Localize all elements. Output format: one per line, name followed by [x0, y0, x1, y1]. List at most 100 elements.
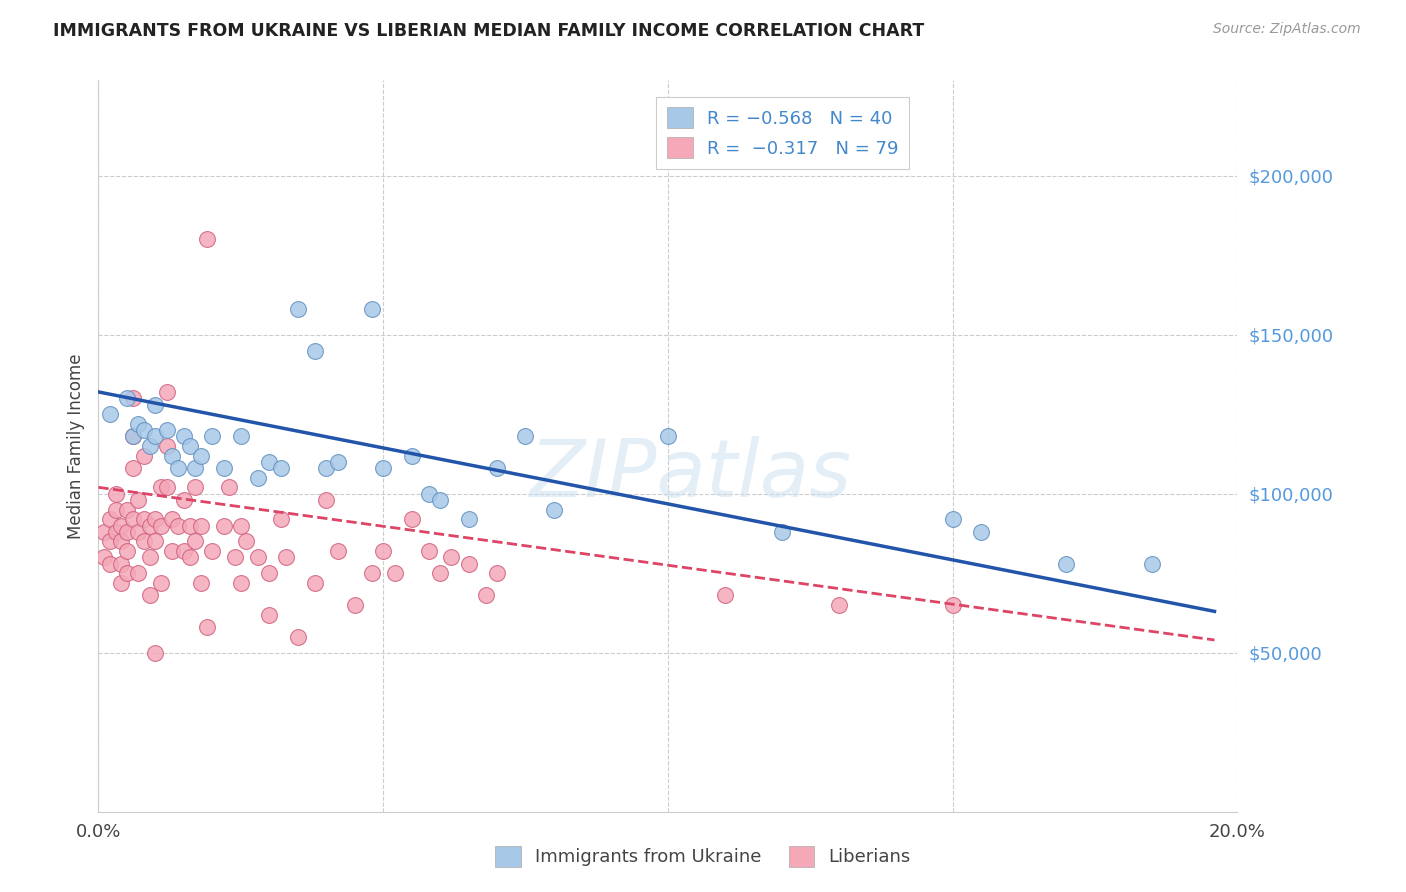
Point: [457, 512, 479, 526]
Point: [942, 598, 965, 612]
Text: IMMIGRANTS FROM UKRAINE VS LIBERIAN MEDIAN FAMILY INCOME CORRELATION CHART: IMMIGRANTS FROM UKRAINE VS LIBERIAN MEDI…: [53, 22, 925, 40]
Point: [657, 429, 679, 443]
Point: [121, 461, 143, 475]
Point: [127, 417, 149, 431]
Point: [184, 461, 207, 475]
Point: [259, 566, 281, 581]
Point: [115, 502, 138, 516]
Point: [179, 439, 201, 453]
Point: [145, 534, 167, 549]
Point: [115, 524, 138, 539]
Point: [201, 429, 224, 443]
Point: [138, 439, 160, 453]
Point: [150, 518, 173, 533]
Point: [218, 480, 240, 494]
Point: [110, 518, 132, 533]
Point: [440, 550, 463, 565]
Point: [127, 493, 149, 508]
Point: [104, 524, 127, 539]
Text: Source: ZipAtlas.com: Source: ZipAtlas.com: [1213, 22, 1361, 37]
Point: [246, 550, 269, 565]
Point: [224, 550, 246, 565]
Point: [942, 512, 965, 526]
Point: [270, 461, 292, 475]
Point: [373, 544, 395, 558]
Point: [201, 544, 224, 558]
Point: [486, 461, 509, 475]
Point: [162, 512, 184, 526]
Point: [315, 461, 337, 475]
Legend: R = −0.568   N = 40, R =  −0.317   N = 79: R = −0.568 N = 40, R = −0.317 N = 79: [657, 96, 910, 169]
Point: [132, 423, 155, 437]
Point: [401, 449, 423, 463]
Point: [229, 429, 252, 443]
Point: [150, 480, 173, 494]
Point: [287, 302, 309, 317]
Point: [98, 534, 121, 549]
Point: [259, 607, 281, 622]
Point: [543, 502, 565, 516]
Legend: Immigrants from Ukraine, Liberians: Immigrants from Ukraine, Liberians: [488, 838, 918, 874]
Point: [828, 598, 851, 612]
Point: [115, 566, 138, 581]
Point: [401, 512, 423, 526]
Point: [246, 471, 269, 485]
Point: [714, 589, 737, 603]
Point: [486, 566, 509, 581]
Point: [229, 575, 252, 590]
Point: [326, 455, 349, 469]
Point: [343, 598, 366, 612]
Point: [127, 566, 149, 581]
Point: [110, 534, 132, 549]
Point: [195, 620, 218, 634]
Point: [110, 575, 132, 590]
Point: [162, 544, 184, 558]
Point: [173, 429, 195, 443]
Point: [115, 544, 138, 558]
Point: [121, 392, 143, 406]
Point: [184, 534, 207, 549]
Point: [162, 449, 184, 463]
Point: [195, 232, 218, 246]
Point: [145, 429, 167, 443]
Point: [179, 550, 201, 565]
Point: [429, 493, 451, 508]
Point: [173, 544, 195, 558]
Point: [121, 429, 143, 443]
Point: [167, 461, 190, 475]
Point: [98, 512, 121, 526]
Point: [145, 646, 167, 660]
Point: [259, 455, 281, 469]
Point: [93, 524, 115, 539]
Point: [418, 486, 440, 500]
Point: [179, 518, 201, 533]
Point: [212, 461, 235, 475]
Point: [150, 575, 173, 590]
Y-axis label: Median Family Income: Median Family Income: [66, 353, 84, 539]
Point: [121, 429, 143, 443]
Point: [156, 439, 179, 453]
Point: [138, 550, 160, 565]
Point: [93, 550, 115, 565]
Point: [360, 302, 382, 317]
Point: [156, 480, 179, 494]
Point: [190, 449, 212, 463]
Point: [173, 493, 195, 508]
Point: [212, 518, 235, 533]
Point: [98, 407, 121, 421]
Point: [132, 534, 155, 549]
Point: [457, 557, 479, 571]
Point: [418, 544, 440, 558]
Point: [235, 534, 257, 549]
Point: [315, 493, 337, 508]
Point: [190, 518, 212, 533]
Point: [276, 550, 298, 565]
Point: [384, 566, 406, 581]
Point: [167, 518, 190, 533]
Point: [515, 429, 537, 443]
Point: [360, 566, 382, 581]
Point: [429, 566, 451, 581]
Point: [287, 630, 309, 644]
Point: [98, 557, 121, 571]
Point: [1056, 557, 1078, 571]
